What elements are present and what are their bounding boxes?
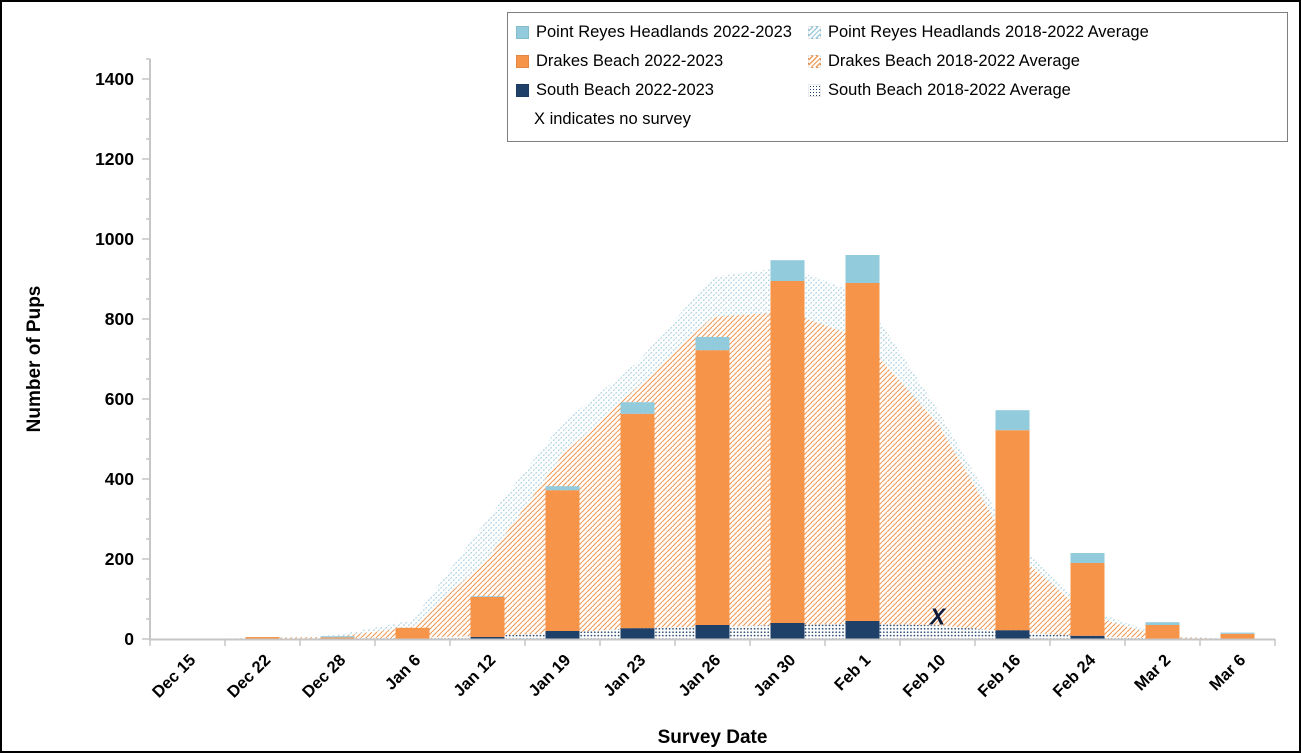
x-tick-label: Mar 6 <box>1206 651 1249 694</box>
x-tick-label: Dec 22 <box>224 651 274 701</box>
bar-segment <box>470 637 505 639</box>
no-survey-x-marker: X <box>928 603 947 629</box>
bar-segment <box>320 637 355 639</box>
y-tick-label: 800 <box>105 309 134 329</box>
bar-segment <box>620 413 655 629</box>
bar-segment <box>1145 625 1180 639</box>
drakes-average-swatch-icon <box>808 55 821 68</box>
bar-segment <box>1220 632 1255 634</box>
x-tick-label: Jan 30 <box>750 651 799 700</box>
legend-item-drakes-average: Drakes Beach 2018-2022 Average <box>808 52 1279 71</box>
bar-segment <box>545 486 580 491</box>
bar-segment <box>620 402 655 414</box>
legend-item-south-average: South Beach 2018-2022 Average <box>808 81 1279 100</box>
bar-segment <box>695 625 730 639</box>
x-tick-label: Jan 6 <box>382 651 425 694</box>
drakes-current-swatch-icon <box>516 55 529 68</box>
x-tick-label: Mar 2 <box>1131 651 1174 694</box>
bar-segment <box>995 630 1030 639</box>
bar-segment <box>845 283 880 621</box>
x-tick-label: Feb 1 <box>831 651 874 694</box>
x-tick-label: Jan 23 <box>600 651 649 700</box>
bar-segment <box>770 281 805 623</box>
bar-segment <box>770 260 805 281</box>
bar-segment <box>620 628 655 639</box>
legend-item-south-current: South Beach 2022-2023 <box>516 81 808 100</box>
legend-label: Drakes Beach 2022-2023 <box>536 52 724 70</box>
x-tick-label: Feb 24 <box>1050 651 1100 701</box>
bar-segment <box>470 597 505 637</box>
x-tick-label: Jan 12 <box>450 651 499 700</box>
y-tick-label: 1200 <box>95 149 134 169</box>
legend-label: South Beach 2022-2023 <box>536 81 714 99</box>
bar-segment <box>395 627 430 639</box>
bar-segment <box>470 596 505 597</box>
x-tick-label: Jan 26 <box>675 651 724 700</box>
bar-segment <box>695 337 730 351</box>
bar-segment <box>320 636 355 638</box>
bar-segment <box>770 623 805 639</box>
x-tick-label: Dec 15 <box>149 651 199 701</box>
legend-label: Drakes Beach 2018-2022 Average <box>828 52 1080 70</box>
point-reyes-current-swatch-icon <box>516 26 529 39</box>
bar-segment <box>1220 633 1255 639</box>
y-axis-title: Number of Pups <box>24 286 45 433</box>
chart-legend: Point Reyes Headlands 2022-2023 Point Re… <box>507 12 1288 142</box>
bar-segment <box>1070 635 1105 639</box>
bar-segment <box>995 430 1030 631</box>
bar-segment <box>545 631 580 639</box>
x-tick-label: Jan 19 <box>525 651 574 700</box>
bar-segment <box>845 621 880 639</box>
bar-segment <box>845 255 880 283</box>
south-average-swatch-icon <box>808 84 821 97</box>
legend-note-no-survey: X indicates no survey <box>516 110 808 129</box>
x-axis-title: Survey Date <box>658 727 768 748</box>
legend-item-point-reyes-current: Point Reyes Headlands 2022-2023 <box>516 23 808 42</box>
bar-segment <box>1070 563 1105 636</box>
legend-label: Point Reyes Headlands 2022-2023 <box>536 23 792 41</box>
bar-segment <box>995 410 1030 431</box>
legend-item-point-reyes-average: Point Reyes Headlands 2018-2022 Average <box>808 23 1279 42</box>
legend-item-drakes-current: Drakes Beach 2022-2023 <box>516 52 808 71</box>
bar-segment <box>695 350 730 625</box>
x-tick-label: Feb 10 <box>900 651 950 701</box>
south-current-swatch-icon <box>516 84 529 97</box>
y-tick-label: 1000 <box>95 229 134 249</box>
legend-note-label: X indicates no survey <box>534 110 691 128</box>
point-reyes-average-swatch-icon <box>808 26 821 39</box>
legend-label: Point Reyes Headlands 2018-2022 Average <box>828 23 1149 41</box>
bar-segment <box>1145 622 1180 625</box>
bar-segment <box>245 637 280 639</box>
y-tick-label: 1400 <box>95 69 134 89</box>
y-tick-label: 400 <box>105 469 134 489</box>
y-tick-label: 200 <box>105 549 134 569</box>
y-tick-label: 0 <box>124 629 134 649</box>
x-tick-label: Feb 16 <box>975 651 1025 701</box>
bar-segment <box>1070 553 1105 563</box>
x-tick-label: Dec 28 <box>299 651 349 701</box>
bar-segment <box>545 490 580 631</box>
legend-label: South Beach 2018-2022 Average <box>828 81 1071 99</box>
y-tick-label: 600 <box>105 389 134 409</box>
